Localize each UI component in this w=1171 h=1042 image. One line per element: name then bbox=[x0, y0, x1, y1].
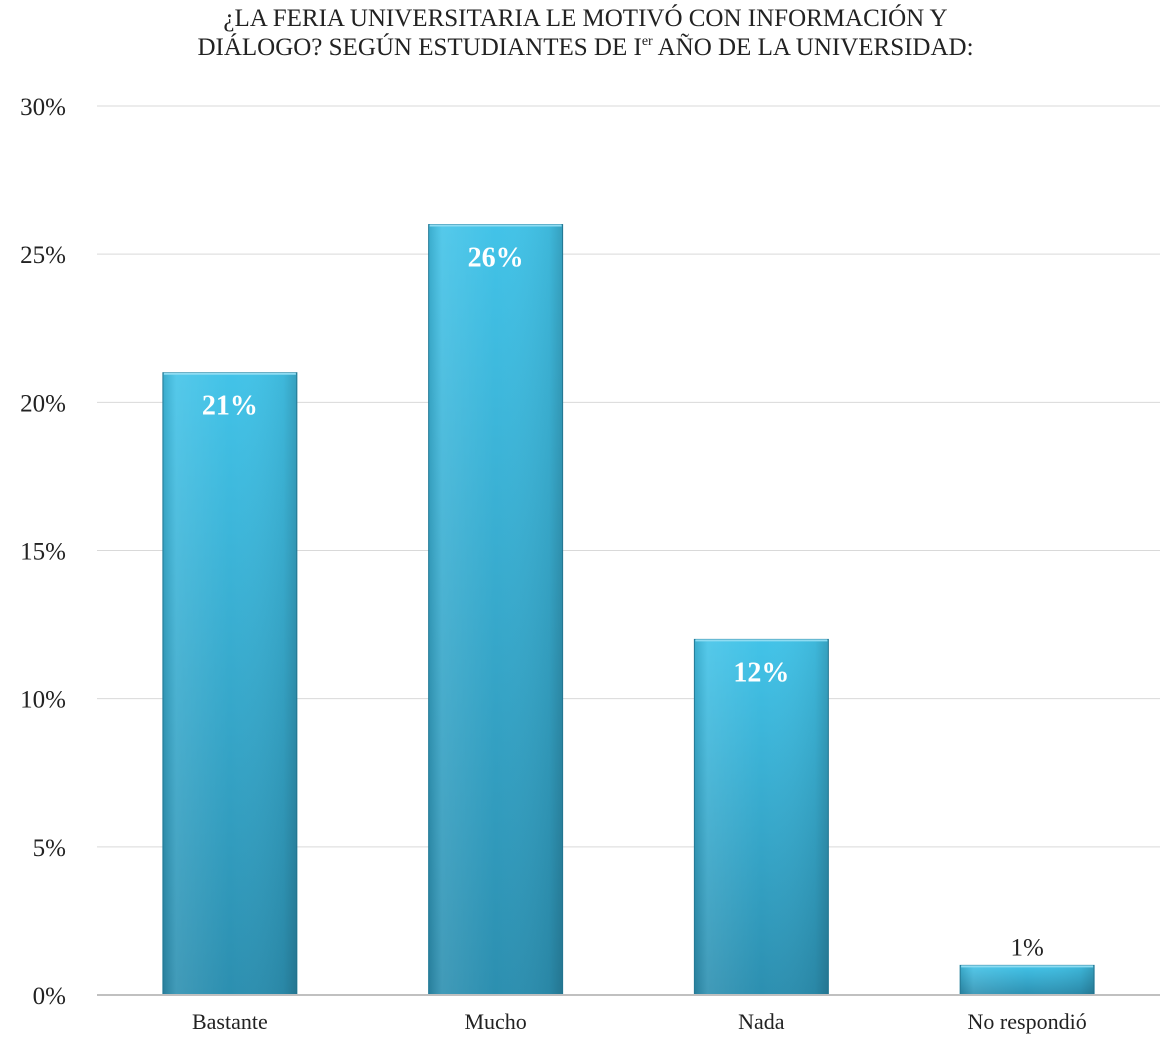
y-tick-label: 10% bbox=[20, 687, 66, 714]
data-label: 26% bbox=[468, 243, 524, 274]
y-tick-label: 25% bbox=[20, 242, 66, 269]
chart-title: ¿LA FERIA UNIVERSITARIA LE MOTIVÓ CON IN… bbox=[0, 4, 1171, 62]
chart-title-line-1: ¿LA FERIA UNIVERSITARIA LE MOTIVÓ CON IN… bbox=[223, 5, 948, 32]
y-tick-label: 20% bbox=[20, 390, 66, 417]
data-label: 21% bbox=[202, 391, 258, 422]
x-category-label: Nada bbox=[738, 1009, 785, 1034]
bar-shading bbox=[428, 224, 563, 996]
chart-title-superscript: er bbox=[641, 34, 653, 49]
chart-title-line-2: DIÁLOGO? SEGÚN ESTUDIANTES DE Ier AÑO DE… bbox=[0, 33, 1171, 62]
bar-shading bbox=[694, 639, 829, 995]
x-axis-category-labels: Bastante Mucho Nada No respondió bbox=[192, 1009, 1087, 1034]
y-tick-label: 15% bbox=[20, 539, 66, 566]
data-labels: 21% 26% 12% 1% bbox=[202, 243, 1044, 962]
y-tick-label: 5% bbox=[33, 835, 66, 862]
y-axis-tick-labels: 0% 5% 10% 15% 20% 25% 30% bbox=[20, 94, 66, 1010]
bar-shading bbox=[960, 965, 1095, 995]
x-category-label: No respondió bbox=[968, 1009, 1087, 1034]
bar-shading bbox=[162, 372, 297, 995]
chart-title-line-2-main: DIÁLOGO? SEGÚN ESTUDIANTES DE I bbox=[197, 34, 642, 61]
y-tick-label: 30% bbox=[20, 94, 66, 121]
data-label: 12% bbox=[733, 657, 789, 688]
bars bbox=[162, 224, 1095, 996]
x-category-label: Mucho bbox=[464, 1009, 526, 1034]
x-category-label: Bastante bbox=[192, 1009, 268, 1034]
data-label: 1% bbox=[1010, 934, 1043, 961]
chart-title-line-2-end: AÑO DE LA UNIVERSIDAD: bbox=[652, 34, 974, 61]
y-tick-label: 0% bbox=[33, 983, 66, 1010]
